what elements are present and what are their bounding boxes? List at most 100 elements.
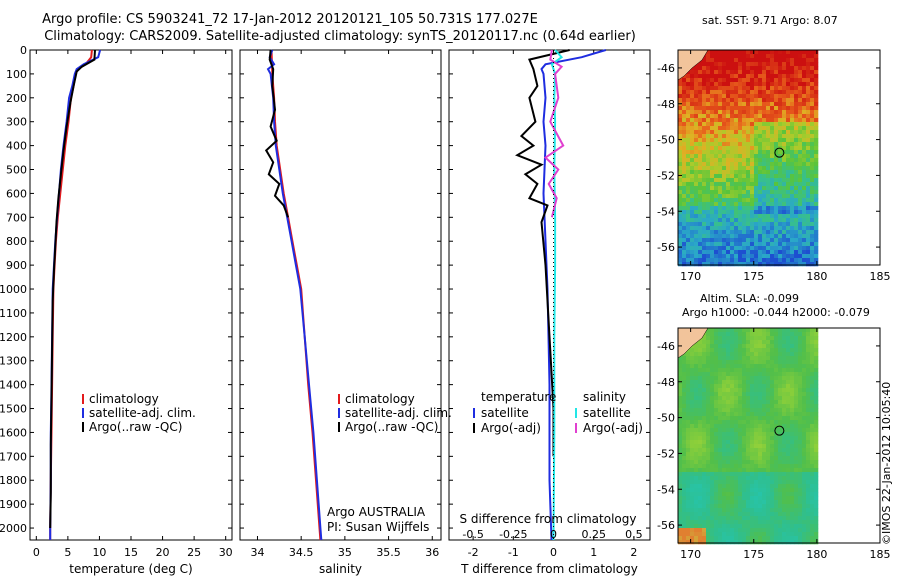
sst_map-cell [806, 210, 811, 215]
sla_map-cell [778, 484, 783, 489]
sst_map-cell [714, 74, 719, 79]
sst_map-cell [758, 250, 763, 255]
sst_map-cell [786, 238, 791, 243]
sst_map-cell [782, 70, 787, 75]
sst_map-cell [706, 206, 711, 211]
sla_map-cell [750, 532, 755, 537]
sla_map-cell [678, 400, 683, 405]
sst_map-cell [678, 138, 683, 143]
sst_map-cell [786, 222, 791, 227]
sla_map-cell [798, 384, 803, 389]
sla_map-cell [746, 364, 751, 369]
sla_map-cell [738, 380, 743, 385]
sst_map-cell [678, 202, 683, 207]
sst_map-cell [758, 162, 763, 167]
sla_map-cell [814, 376, 819, 381]
sla_map-cell [702, 428, 707, 433]
sla_map-ytick-label: -46 [657, 340, 675, 353]
sst_map-cell [782, 210, 787, 215]
sst_map-cell [706, 86, 711, 91]
sst_map-cell [778, 202, 783, 207]
sla_map-cell [814, 532, 819, 537]
sst_map-cell [698, 90, 703, 95]
sla_map-cell [726, 376, 731, 381]
sla_map-cell [682, 356, 687, 361]
sla_map-cell [710, 364, 715, 369]
sst_map-cell [762, 202, 767, 207]
sla_map-cell [766, 360, 771, 365]
sla_map-cell [782, 528, 787, 533]
sla_map-cell [810, 428, 815, 433]
sla_map-cell [730, 420, 735, 425]
sst_map-cell [774, 110, 779, 115]
sla_map-cell [786, 484, 791, 489]
sla_map-cell [774, 528, 779, 533]
sla_map-cell [770, 508, 775, 513]
sla_map-cell [762, 480, 767, 485]
sla_map-cell [750, 352, 755, 357]
sla_map-cell [746, 456, 751, 461]
sst_map-cell [730, 182, 735, 187]
sla_map-cell [810, 444, 815, 449]
sst_map-cell [742, 82, 747, 87]
sla_map-cell [758, 524, 763, 529]
sla_map-cell [802, 436, 807, 441]
sla_map-cell [718, 356, 723, 361]
sst_map-cell [698, 182, 703, 187]
sla_map-cell [794, 516, 799, 521]
sst_map-cell [694, 66, 699, 71]
sla_map-cell [714, 532, 719, 537]
sla_map-cell [686, 412, 691, 417]
sla_map-cell [814, 540, 819, 545]
sla_map-cell [758, 384, 763, 389]
sla_map-cell [734, 340, 739, 345]
sst_map-cell [802, 206, 807, 211]
temperature-xtick-label: 0 [33, 546, 40, 559]
sla_map-cell [806, 524, 811, 529]
sla_map-cell [682, 456, 687, 461]
sst_map-cell [730, 262, 735, 267]
sst_map-cell [706, 182, 711, 187]
sla_map-cell [770, 448, 775, 453]
sst_map-cell [738, 254, 743, 259]
sst_map-cell [730, 142, 735, 147]
sla_map-cell [778, 520, 783, 525]
sst_map-cell [702, 238, 707, 243]
sla_map-cell [702, 452, 707, 457]
sla_map-cell [782, 436, 787, 441]
sla_map-cell [770, 392, 775, 397]
sla_map-cell [786, 356, 791, 361]
salinity-legend-label: Argo(..raw -QC) [345, 420, 438, 434]
sst_map-cell [754, 110, 759, 115]
sla_map-cell [806, 428, 811, 433]
sla_map-cell [806, 444, 811, 449]
sst_map-cell [678, 218, 683, 223]
temperature-xtick-label: 10 [92, 546, 106, 559]
difference-xtick-label: 1 [590, 546, 597, 559]
sla_map-cell [762, 352, 767, 357]
sst_map-cell [774, 214, 779, 219]
sla_map-cell [710, 528, 715, 533]
sla_map-cell [790, 532, 795, 537]
sst_map-cell [806, 190, 811, 195]
sla_map-cell [754, 508, 759, 513]
sst_map-cell [722, 50, 727, 55]
sla_map-cell [746, 464, 751, 469]
sst_map-cell [678, 178, 683, 183]
sst_map-cell [694, 242, 699, 247]
sla_map-cell [702, 360, 707, 365]
sst_map-cell [734, 186, 739, 191]
sst_map-cell [702, 242, 707, 247]
sst_map-cell [754, 130, 759, 135]
sst_map-cell [786, 138, 791, 143]
sst_map-cell [778, 78, 783, 83]
sla_map-cell [766, 436, 771, 441]
sla_map-cell [706, 440, 711, 445]
sla_map-cell [678, 356, 683, 361]
sst_map-cell [734, 54, 739, 59]
sla_map-cell [706, 476, 711, 481]
sst_map-cell [690, 130, 695, 135]
sla_map-cell [750, 356, 755, 361]
sla_map-cell [806, 496, 811, 501]
sst_map-cell [690, 94, 695, 99]
